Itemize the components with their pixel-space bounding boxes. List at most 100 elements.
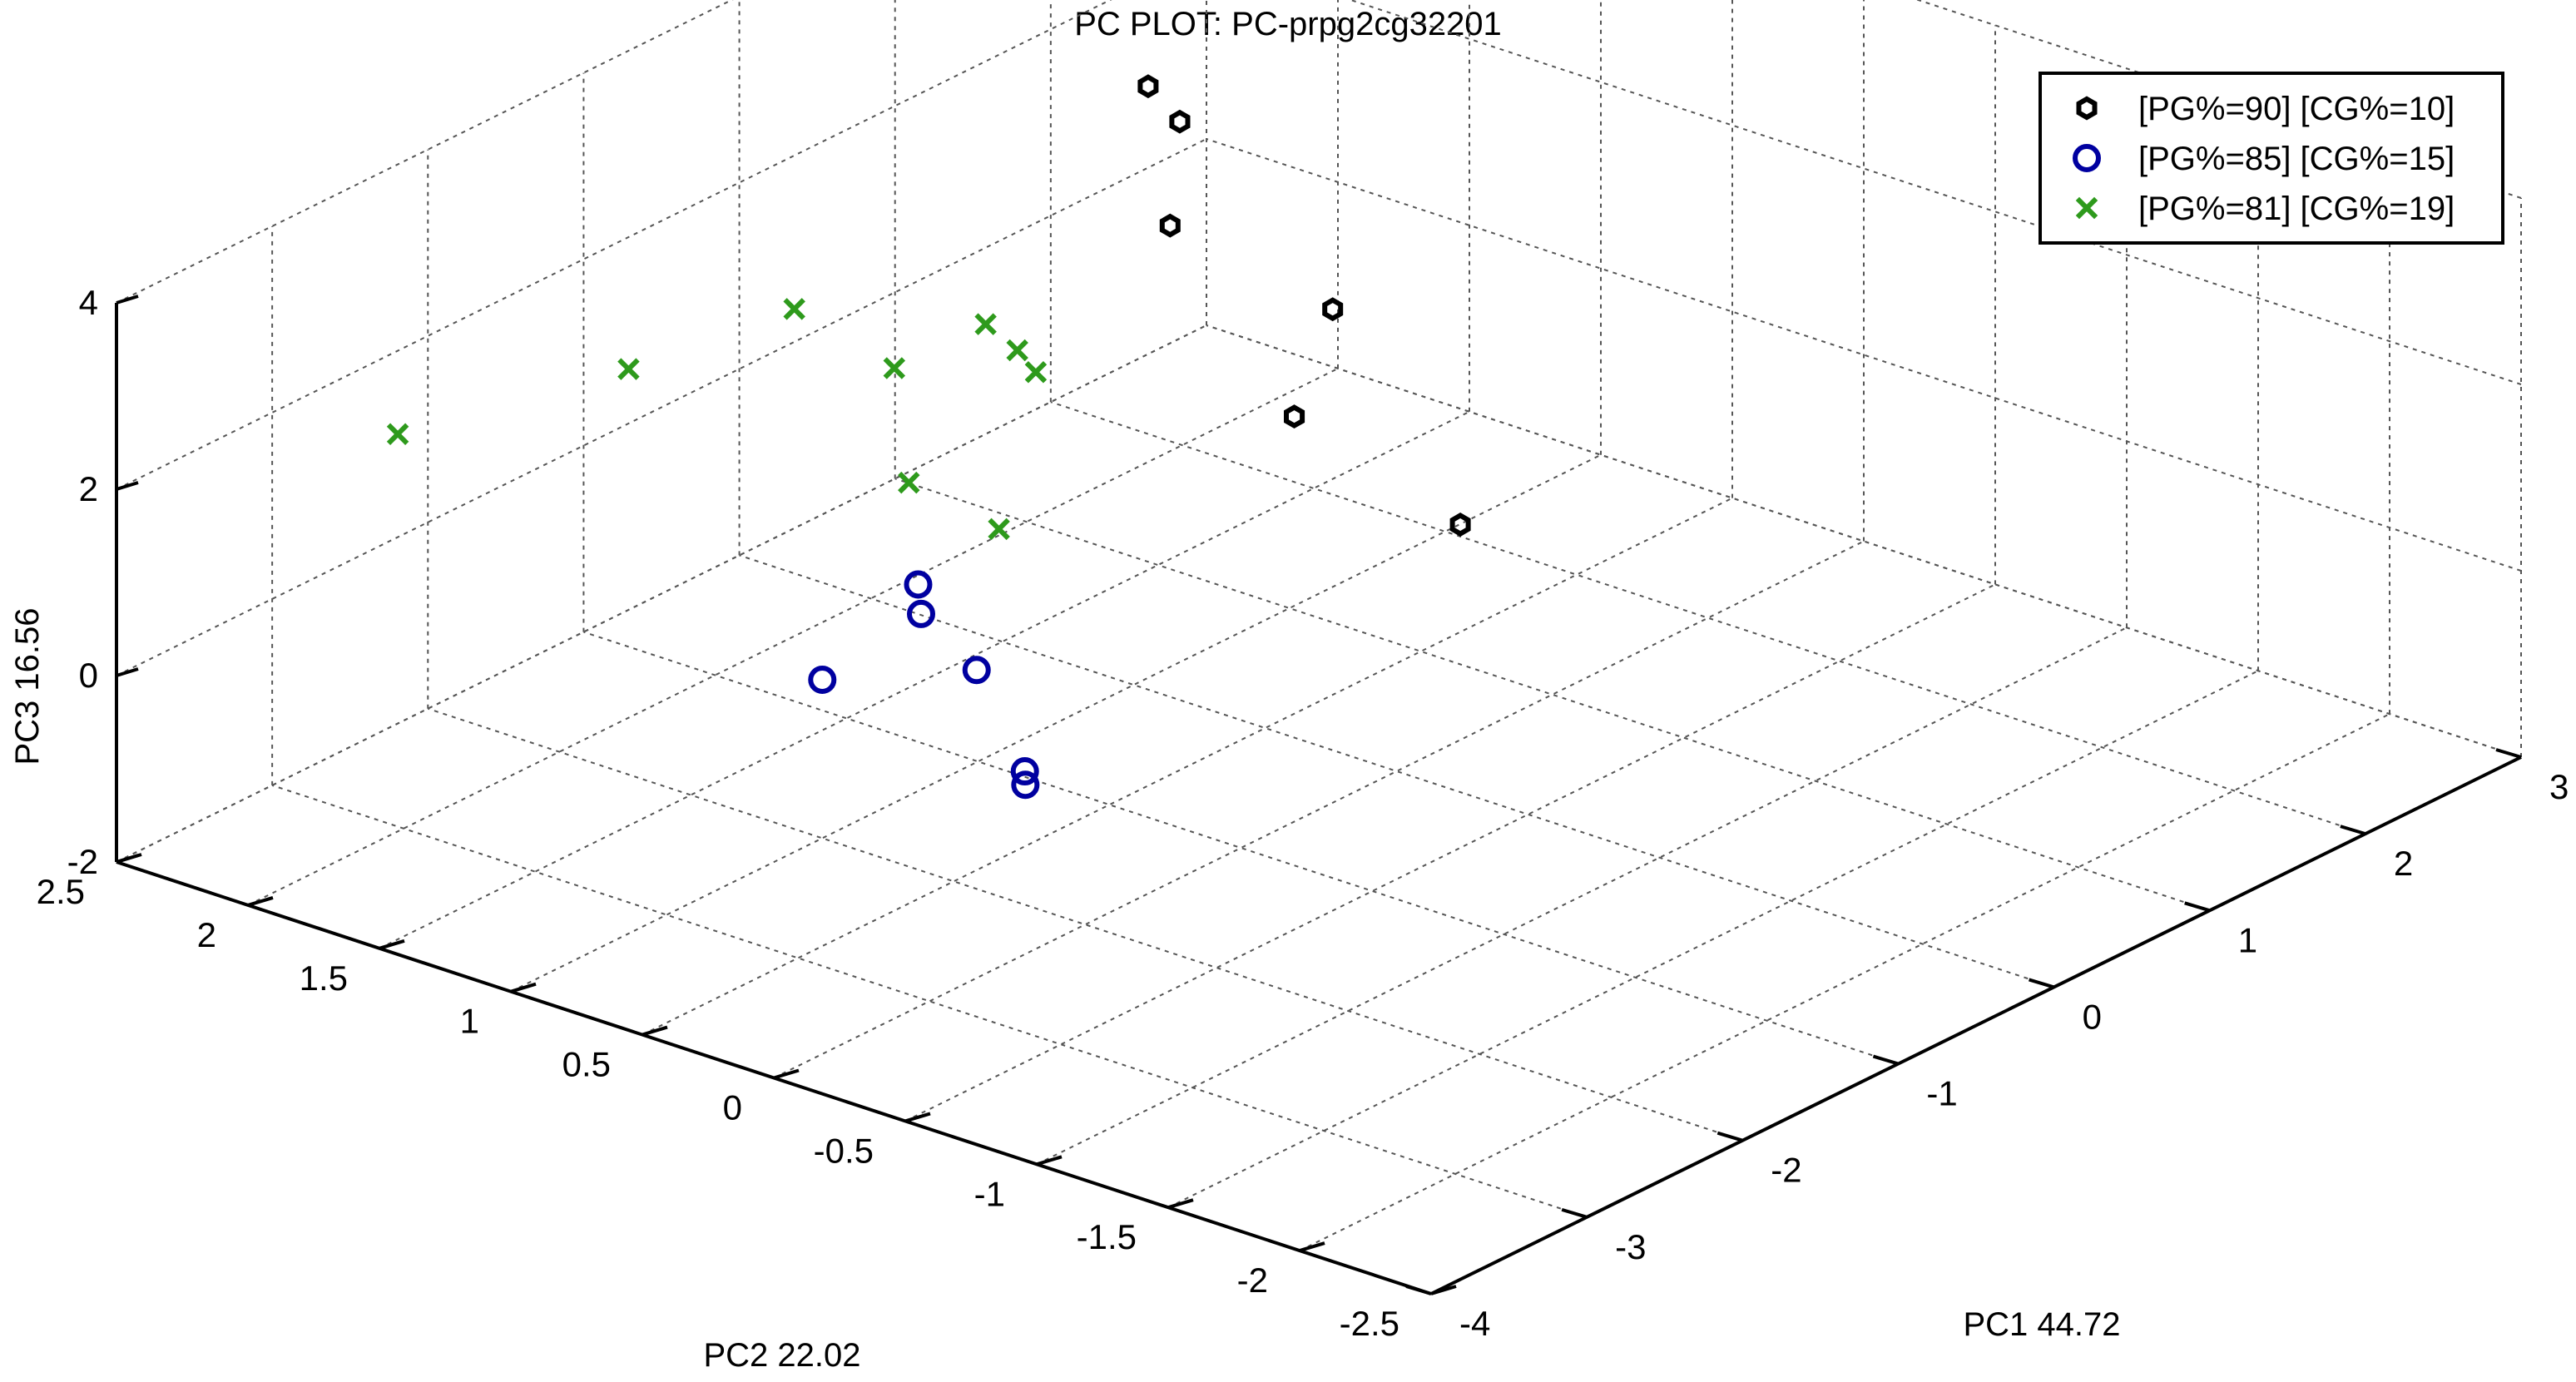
y-tick-mark [116,853,142,864]
legend: [PG%=90] [CG%=10] [PG%=85] [CG%=15] [PG%=8… [2039,72,2504,245]
y-tick-label: 1.5 [300,958,348,998]
grid-line [116,138,1207,676]
grid-line [379,410,1470,949]
grid-line [116,0,1112,490]
tick-labels: -2 0 2 4 -2.5 -2 -1.5 -1 -0.5 0 0.5 1 1.5 2 2.5 -4 -3 -2 -… [37,283,2569,1343]
grid-line [739,554,2054,988]
x-tick-label: -3 [1615,1227,1646,1266]
legend-marker [2076,96,2098,121]
data-point-series-2 [962,656,991,685]
data-point-series-3 [386,423,409,445]
y-tick-mark [773,1068,800,1080]
axes [115,303,2522,1295]
legend-entry: [PG%=90] [CG%=10] [2138,91,2455,127]
data-point-series-2 [808,666,837,695]
grid-line [116,324,1207,863]
data-point-series-3 [783,298,805,320]
data-point-series-3 [1024,360,1048,384]
data-point-series-1 [1159,213,1181,238]
x-tick-label: 3 [2549,767,2569,806]
y-tick-label: -2 [1237,1261,1268,1300]
legend-marker [2073,144,2101,172]
grid-line [1206,324,2522,758]
data-point-series-3 [974,313,997,335]
legend-entry: [PG%=81] [CG%=19] [2138,191,2455,227]
data-point-series-1 [1449,513,1471,537]
data-points [386,74,1471,800]
y-tick-mark [904,1112,931,1123]
y-tick-mark [379,939,405,950]
x-tick-label: 0 [2083,997,2102,1036]
data-point-series-2 [904,570,933,599]
y-tick-mark [642,1025,668,1037]
data-point-series-3 [617,358,640,380]
y-tick-label: -1.5 [1077,1217,1137,1256]
data-point-series-3 [988,518,1010,541]
x-tick-label: 1 [2238,920,2257,959]
grid-line [1299,713,2390,1251]
grid-line [894,478,2211,912]
x-tick-mark [1717,1131,1743,1142]
x-tick-label: -2 [1771,1151,1801,1190]
x-tick-mark [1561,1207,1588,1219]
z-axis-label: PC3 16.56 [9,607,46,765]
y-tick-label: 0 [723,1088,742,1127]
z-tick-mark [116,295,139,305]
z-tick-mark [116,667,139,677]
grid-line [642,497,1733,1036]
x-tick-mark [2028,978,2055,989]
y-tick-label: -1 [974,1174,1005,1213]
y-tick-label: -2.5 [1340,1304,1399,1343]
grid-line [271,784,1588,1218]
data-point-series-2 [1010,757,1039,786]
y-tick-label: 2 [197,915,216,954]
grid-line [1206,138,2522,572]
y-tick-mark [1167,1198,1194,1210]
legend-marker [2075,196,2098,220]
x-tick-mark [2495,748,2522,759]
grid-line [510,453,1602,993]
data-point-series-3 [898,471,920,494]
x-tick-label: 2 [2394,844,2413,883]
data-point-series-1 [1169,109,1191,134]
legend-box [2039,72,2504,245]
grid-line [1348,0,2522,385]
data-point-series-2 [1011,770,1040,800]
x-tick-mark [1405,1285,1432,1295]
data-point-series-3 [883,357,906,379]
y-tick-mark [1430,1285,1457,1295]
data-point-series-1 [1322,297,1344,322]
y-tick-label: 0.5 [562,1045,611,1084]
x-axis-line [1430,755,2522,1295]
x-axis-label: PC1 44.72 [1963,1306,2120,1343]
legend-entry: [PG%=85] [CG%=15] [2138,141,2455,177]
grid-line [427,707,1743,1142]
z-tick-label: 2 [79,469,98,508]
data-point-series-1 [1284,404,1305,429]
z-tick-label: -2 [67,842,98,881]
x-tick-mark [2340,825,2366,836]
grid-line [247,368,1339,906]
y-tick-mark [510,982,537,993]
data-point-series-1 [1137,74,1159,99]
y-axis-label: PC2 22.02 [703,1337,860,1374]
chart-title: PC PLOT: PC-prpg2cg32201 [1074,6,1502,42]
grid-line [1167,670,2259,1209]
z-tick-label: 4 [79,283,98,322]
data-point-series-2 [907,599,936,628]
grid-line [116,0,734,304]
x-tick-label: -1 [1926,1074,1957,1113]
y-tick-label: 1 [460,1002,479,1041]
grid-line [904,583,1996,1122]
grid-line [1050,401,2366,835]
z-tick-mark [116,481,139,491]
grid-line [583,631,1899,1065]
y-tick-label: -0.5 [814,1131,874,1170]
x-tick-mark [2184,901,2211,913]
x-tick-mark [1872,1054,1900,1066]
y-tick-mark [1036,1155,1063,1167]
x-tick-label: -4 [1459,1304,1490,1343]
data-point-series-3 [1006,339,1028,362]
y-tick-mark [1299,1241,1325,1253]
